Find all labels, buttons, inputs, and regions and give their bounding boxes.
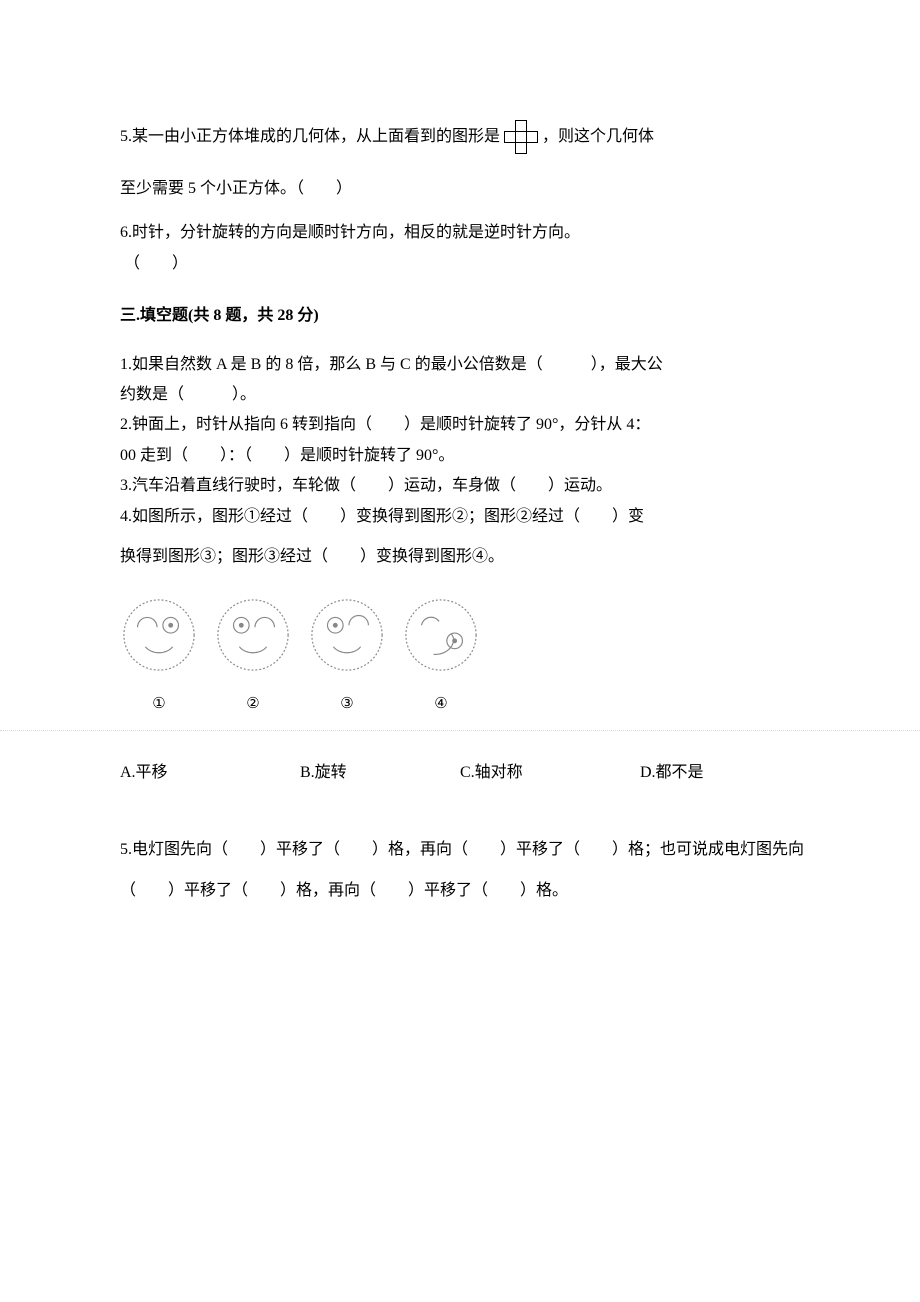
- face-2-label: ②: [214, 690, 292, 719]
- option-c: C.轴对称: [460, 758, 640, 788]
- face-2-svg: [214, 596, 292, 674]
- tf-question-5-line1: 5.某一由小正方体堆成的几何体，从上面看到的图形是 ，则这个几何体: [120, 120, 810, 154]
- face-1-svg: [120, 596, 198, 674]
- fill-q1-line1: 1.如果自然数 A 是 B 的 8 倍，那么 B 与 C 的最小公倍数是（ ），…: [120, 350, 810, 380]
- q5-prefix: 5.某一由小正方体堆成的几何体，从上面看到的图形是: [120, 122, 500, 152]
- option-a: A.平移: [120, 758, 300, 788]
- guide-line: [0, 730, 920, 731]
- face-4: ④: [402, 596, 480, 718]
- face-4-svg: [402, 596, 480, 674]
- fill-q5: 5.电灯图先向（ ）平移了（ ）格，再向（ ）平移了（ ）格；也可说成电灯图先向…: [120, 829, 810, 912]
- options-row: A.平移 B.旋转 C.轴对称 D.都不是: [120, 758, 810, 788]
- face-4-label: ④: [402, 690, 480, 719]
- face-1-label: ①: [120, 690, 198, 719]
- tf-question-6-blank: （ ）: [124, 249, 810, 279]
- fill-q1-line2: 约数是（ ）。: [120, 380, 810, 410]
- fill-q4-line1: 4.如图所示，图形①经过（ ）变换得到图形②；图形②经过（ ）变: [120, 502, 810, 532]
- face-3: ③: [308, 596, 386, 718]
- fill-q2-line1: 2.钟面上，时针从指向 6 转到指向（ ）是顺时针旋转了 90°，分针从 4：: [120, 410, 810, 440]
- fill-q3: 3.汽车沿着直线行驶时，车轮做（ ）运动，车身做（ ）运动。: [120, 471, 810, 501]
- option-d: D.都不是: [640, 758, 704, 788]
- q5-suffix: ，则这个几何体: [542, 122, 654, 152]
- plus-shape-icon: [504, 120, 538, 154]
- option-b: B.旋转: [300, 758, 460, 788]
- tf-question-6-line1: 6.时针，分针旋转的方向是顺时针方向，相反的就是逆时针方向。: [120, 218, 810, 248]
- face-3-svg: [308, 596, 386, 674]
- face-2: ②: [214, 596, 292, 718]
- fill-q2-line2: 00 走到（ ）：（ ）是顺时针旋转了 90°。: [120, 441, 810, 471]
- face-1: ①: [120, 596, 198, 718]
- tf-question-5-line2: 至少需要 5 个小正方体。（ ）: [120, 174, 810, 204]
- section-3-title: 三.填空题(共 8 题，共 28 分): [120, 301, 810, 331]
- fill-q4-line2: 换得到图形③；图形③经过（ ）变换得到图形④。: [120, 542, 810, 572]
- face-3-label: ③: [308, 690, 386, 719]
- faces-row: ① ② ③ ④: [120, 596, 810, 718]
